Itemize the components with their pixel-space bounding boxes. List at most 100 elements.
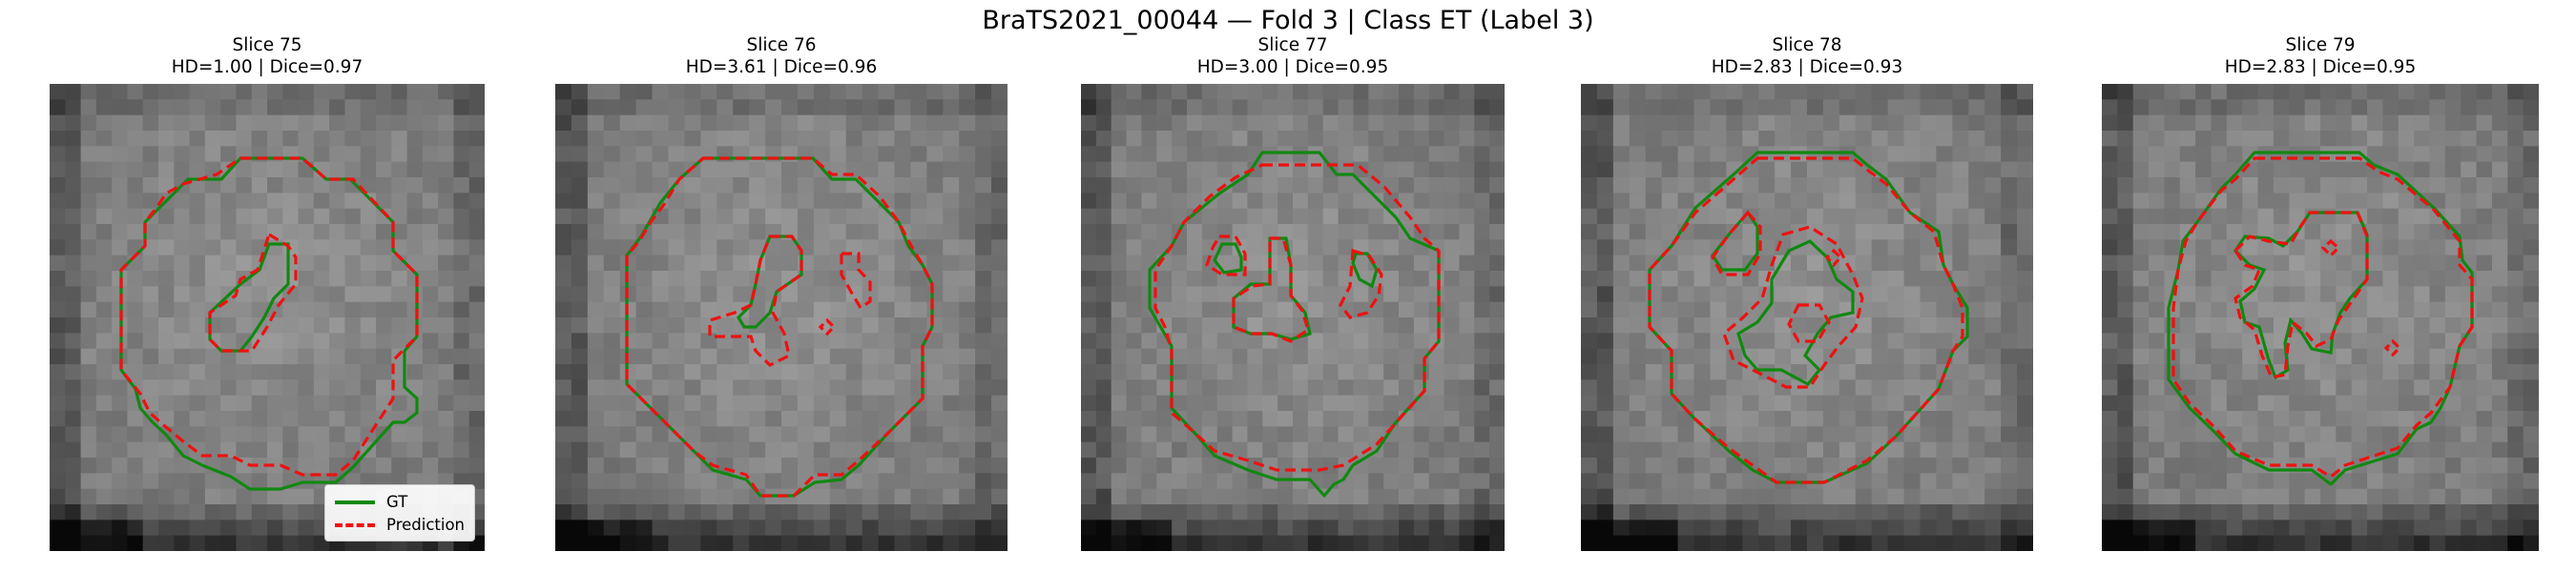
- mri-pixel: [862, 317, 880, 334]
- mri-pixel: [1322, 379, 1340, 397]
- mri-pixel: [127, 114, 144, 132]
- mri-pixel: [813, 520, 831, 537]
- mri-pixel: [603, 504, 621, 521]
- mri-pixel: [174, 208, 191, 225]
- mri-pixel: [1661, 504, 1679, 521]
- mri-pixel: [1459, 411, 1475, 427]
- mri-pixel: [1095, 193, 1112, 210]
- mri-pixel: [1278, 131, 1294, 147]
- mri-pixel: [406, 271, 424, 287]
- mri-pixel: [2289, 255, 2306, 272]
- mri-pixel: [2367, 208, 2384, 225]
- mri-pixel: [959, 317, 976, 334]
- mri-pixel: [878, 364, 896, 380]
- panel-title: Slice 79 HD=2.83 | Dice=0.95: [2102, 34, 2539, 78]
- mri-pixel: [1968, 114, 1985, 132]
- mri-pixel: [555, 395, 572, 412]
- mri-pixel: [220, 488, 238, 505]
- mri-pixel: [65, 488, 82, 505]
- mri-pixel: [1791, 255, 1808, 272]
- mri-pixel: [2226, 317, 2243, 334]
- mri-pixel: [717, 177, 734, 194]
- mri-pixel: [1338, 239, 1355, 256]
- mri-pixel: [112, 255, 129, 272]
- mri-pixel: [1612, 473, 1631, 490]
- mri-pixel: [1839, 177, 1857, 194]
- mri-pixel: [2398, 271, 2415, 287]
- mri-pixel: [1742, 441, 1759, 459]
- mri-pixel: [991, 255, 1008, 272]
- mri-pixel: [2382, 239, 2399, 256]
- mri-pixel: [2211, 114, 2228, 132]
- mri-pixel: [1383, 535, 1400, 551]
- mri-pixel: [2017, 84, 2033, 100]
- mri-pixel: [204, 146, 221, 163]
- mri-pixel: [1095, 114, 1112, 132]
- mri-pixel: [2523, 114, 2539, 132]
- mri-pixel: [1444, 84, 1461, 100]
- mri-pixel: [1710, 301, 1727, 318]
- mri-pixel: [1172, 520, 1188, 537]
- mri-pixel: [894, 193, 912, 210]
- mri-pixel: [2367, 146, 2384, 163]
- mri-pixel: [2132, 224, 2150, 240]
- mri-pixel: [1581, 441, 1598, 459]
- mri-pixel: [1428, 333, 1445, 350]
- mri-pixel: [1293, 364, 1309, 380]
- mri-pixel: [1187, 364, 1203, 380]
- mri-pixel: [1368, 379, 1384, 397]
- mri-pixel: [2507, 395, 2524, 412]
- mri-pixel: [2017, 520, 2033, 537]
- mri-pixel: [1984, 84, 2002, 100]
- mri-pixel: [1322, 177, 1340, 194]
- mri-pixel: [878, 348, 896, 365]
- mri-pixel: [1742, 177, 1759, 194]
- mri-pixel: [2017, 473, 2033, 490]
- mri-pixel: [453, 364, 470, 380]
- mri-pixel: [813, 239, 831, 256]
- mri-pixel: [1262, 348, 1278, 365]
- mri-pixel: [313, 441, 330, 459]
- mri-pixel: [1338, 333, 1355, 350]
- mri-pixel: [2242, 177, 2259, 194]
- mri-pixel: [1489, 255, 1505, 272]
- mri-pixel: [1693, 364, 1712, 380]
- mri-pixel: [142, 333, 159, 350]
- mri-pixel: [1216, 535, 1234, 551]
- mri-pixel: [668, 161, 686, 178]
- mri-pixel: [313, 333, 330, 350]
- mri-pixel: [2476, 317, 2493, 334]
- mri-pixel: [1201, 333, 1218, 350]
- mri-pixel: [894, 271, 912, 287]
- mri-pixel: [1216, 131, 1234, 147]
- mri-pixel: [717, 114, 734, 132]
- slice-label: Slice 76: [746, 35, 817, 55]
- mri-pixel: [2017, 177, 2033, 194]
- mri-pixel: [717, 441, 734, 459]
- mri-pixel: [142, 271, 159, 287]
- mri-pixel: [267, 411, 283, 427]
- mri-pixel: [2117, 84, 2134, 100]
- mri-pixel: [1201, 488, 1218, 505]
- mri-pixel: [220, 301, 238, 318]
- mri-pixel: [635, 239, 654, 256]
- mri-pixel: [1629, 193, 1647, 210]
- mri-pixel: [1920, 161, 1938, 178]
- mri-pixel: [555, 146, 572, 163]
- mri-pixel: [635, 146, 654, 163]
- mri-pixel: [1322, 114, 1340, 132]
- mri-pixel: [1822, 426, 1840, 443]
- mri-pixel: [1855, 286, 1873, 303]
- mri-pixel: [329, 161, 346, 178]
- mri-pixel: [391, 395, 408, 412]
- mri-pixel: [635, 333, 654, 350]
- mri-pixel: [2367, 131, 2384, 147]
- mri-pixel: [1459, 224, 1475, 240]
- mri-pixel: [2273, 520, 2290, 537]
- mri-pixel: [1307, 441, 1324, 459]
- mri-pixel: [1474, 535, 1490, 551]
- mri-pixel: [635, 411, 654, 427]
- mri-pixel: [2382, 395, 2399, 412]
- mri-pixel: [2523, 364, 2539, 380]
- mri-pixel: [95, 426, 113, 443]
